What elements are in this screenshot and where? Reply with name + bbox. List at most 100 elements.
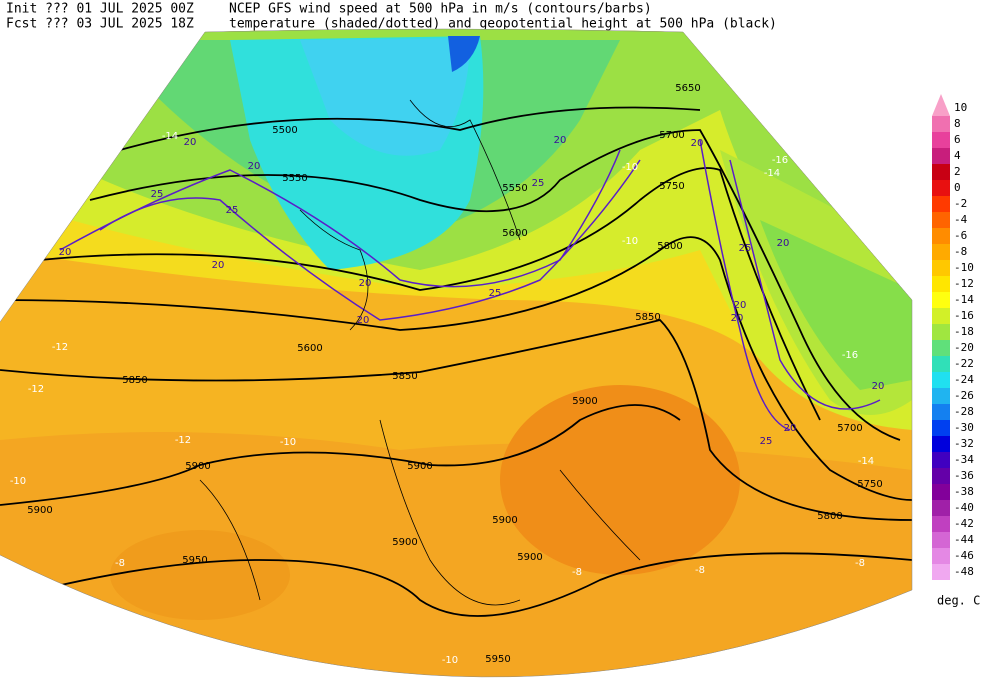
colorbar-swatch: [932, 228, 950, 244]
height-label: 5900: [407, 461, 432, 472]
height-label: 5600: [502, 228, 527, 239]
wind-label: 20: [734, 300, 747, 311]
wind-label: 25: [532, 178, 545, 189]
colorbar-label: -30: [954, 421, 974, 434]
colorbar-label: -8: [954, 245, 967, 258]
wind-contour: [59, 149, 621, 288]
wind-label: 20: [59, 247, 72, 258]
colorbar-label: -18: [954, 325, 974, 338]
colorbar-swatch: [932, 340, 950, 356]
colorbar-swatch: [932, 116, 950, 132]
colorbar-unit: deg. C: [937, 594, 980, 608]
temperature-label: -8: [572, 567, 582, 578]
colorbar-label: -36: [954, 469, 974, 482]
colorbar-label: -10: [954, 261, 974, 274]
colorbar-swatch: [932, 468, 950, 484]
height-label: 5500: [272, 125, 297, 136]
temperature-label: -12: [52, 342, 68, 353]
temp-region: [110, 530, 290, 620]
colorbar-label: -2: [954, 197, 967, 210]
temperature-label: -8: [695, 565, 705, 576]
height-label: 5700: [659, 130, 684, 141]
temp-region: [448, 36, 480, 72]
colorbar-label: 2: [954, 165, 961, 178]
colorbar-swatch: [932, 212, 950, 228]
map-border: [0, 28, 913, 678]
title-line: temperature (shaded/dotted) and geopoten…: [229, 17, 777, 32]
height-contour: [39, 167, 821, 421]
colorbar-swatch: [932, 500, 950, 516]
colorbar-swatch: [932, 532, 950, 548]
colorbar-swatch: [932, 196, 950, 212]
temperature-label: -10: [280, 437, 296, 448]
colorbar-label: -12: [954, 277, 974, 290]
height-label: 5900: [392, 537, 417, 548]
wind-label: 25: [151, 189, 164, 200]
temp-region: [500, 385, 740, 575]
colorbar-label: -16: [954, 309, 974, 322]
height-contour: [0, 552, 912, 617]
colorbar-label: -4: [954, 213, 968, 226]
colorbar: 10 8 6 4 2 0 -2 -4 -6 -8 -10 -12 -14 -16 -18 -20 -22 -24 -…: [932, 94, 974, 580]
colorbar-label: -28: [954, 405, 974, 418]
height-label: 5550: [502, 183, 527, 194]
height-label: 5850: [392, 371, 417, 382]
temp-region: [300, 38, 470, 156]
wind-label: 20: [359, 278, 372, 289]
height-label: 5900: [185, 461, 210, 472]
wind-contour: [99, 159, 641, 321]
colorbar-swatch: [932, 452, 950, 468]
colorbar-swatch: [932, 420, 950, 436]
colorbar-label: 6: [954, 133, 961, 146]
colorbar-swatch: [932, 180, 950, 196]
temperature-label: -8: [138, 617, 148, 628]
wind-contour: [699, 139, 791, 431]
colorbar-swatch: [932, 260, 950, 276]
colorbar-label: -46: [954, 549, 974, 562]
colorbar-label: -48: [954, 565, 974, 578]
temperature-label: -14: [858, 456, 874, 467]
colorbar-swatch: [932, 372, 950, 388]
colorbar-swatch: [932, 388, 950, 404]
wind-label: 20: [357, 315, 370, 326]
temperature-label: -12: [28, 384, 44, 395]
wind-label: 20: [731, 313, 744, 324]
forecast-time: Fcst ??? 03 JUL 2025 18Z: [6, 17, 194, 32]
temperature-label: -12: [175, 435, 191, 446]
colorbar-label: -42: [954, 517, 974, 530]
temperature-label: -14: [162, 131, 178, 142]
height-label: 5650: [675, 83, 700, 94]
colorbar-swatch: [932, 484, 950, 500]
temperature-label: -14: [764, 168, 780, 179]
height-label: 5800: [657, 241, 682, 252]
height-label: 5750: [857, 479, 882, 490]
colorbar-label: 10: [954, 101, 967, 114]
title-line: NCEP GFS wind speed at 500 hPa in m/s (c…: [229, 2, 652, 17]
height-label: 5900: [517, 552, 542, 563]
colorbar-swatch: [932, 164, 950, 180]
colorbar-label: -40: [954, 501, 974, 514]
temperature-label: -8: [855, 558, 865, 569]
colorbar-label: -6: [954, 229, 967, 242]
wind-label: 25: [760, 436, 773, 447]
temperature-label: -10: [10, 476, 26, 487]
colorbar-swatch: [932, 292, 950, 308]
init-time: Init ??? 01 JUL 2025 00Z: [6, 2, 194, 17]
temp-region: [760, 220, 912, 390]
height-label: 5750: [659, 181, 684, 192]
colorbar-label: -34: [954, 453, 974, 466]
coastlines: [199, 99, 641, 606]
colorbar-label: -38: [954, 485, 974, 498]
colorbar-swatch: [932, 516, 950, 532]
height-label: 5550: [282, 173, 307, 184]
colorbar-label: -44: [954, 533, 974, 546]
colorbar-label: -14: [954, 293, 974, 306]
temperature-label: -16: [842, 350, 858, 361]
wind-label: 20: [691, 138, 704, 149]
colorbar-swatch: [932, 244, 950, 260]
colorbar-swatch: [932, 564, 950, 580]
colorbar-swatch: [932, 436, 950, 452]
colorbar-label: 4: [954, 149, 961, 162]
coastline: [199, 99, 641, 606]
